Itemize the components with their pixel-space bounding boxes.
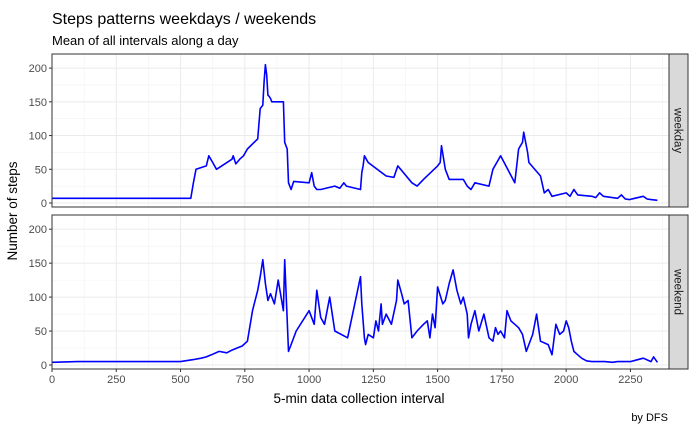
y-axis-title: Number of steps bbox=[5, 161, 20, 260]
y-tick-label: 200 bbox=[29, 63, 47, 75]
facet-strip bbox=[668, 53, 689, 208]
x-axis-title: 5-min data collection interval bbox=[273, 391, 444, 406]
x-tick-label: 1500 bbox=[425, 374, 449, 386]
y-tick-label: 50 bbox=[35, 326, 47, 338]
x-tick-label: 500 bbox=[171, 374, 189, 386]
facet-strip-label: weekend bbox=[672, 268, 684, 315]
x-tick-label: 2000 bbox=[554, 374, 578, 386]
y-tick-label: 150 bbox=[29, 258, 47, 270]
y-tick-label: 50 bbox=[35, 164, 47, 176]
panel-bottom: 0 50 100 150 200 weekend bbox=[29, 214, 689, 372]
series-line-weekend bbox=[51, 258, 659, 364]
panel-top: 0 50 100 150 200 weekday bbox=[29, 53, 689, 210]
chart-title: Steps patterns weekdays / weekends bbox=[52, 11, 316, 28]
x-tick-label: 1750 bbox=[490, 374, 514, 386]
y-tick-label: 0 bbox=[41, 198, 47, 210]
y-tick-label: 100 bbox=[29, 292, 47, 304]
x-tick-label: 2250 bbox=[618, 374, 642, 386]
x-tick-label: 0 bbox=[49, 374, 55, 386]
facet-strip-label: weekday bbox=[672, 107, 684, 154]
y-tick-label: 150 bbox=[29, 97, 47, 109]
y-tick-label: 0 bbox=[41, 360, 47, 372]
x-tick-label: 1250 bbox=[361, 374, 385, 386]
chart-subtitle: Mean of all intervals along a day bbox=[52, 33, 239, 48]
x-tick-label: 750 bbox=[236, 374, 254, 386]
x-tick-label: 250 bbox=[107, 374, 125, 386]
facet-strip bbox=[668, 214, 689, 370]
x-tick-label: 1000 bbox=[297, 374, 321, 386]
series-line-weekday bbox=[52, 63, 658, 202]
y-tick-label: 200 bbox=[29, 224, 47, 236]
y-tick-label: 100 bbox=[29, 131, 47, 143]
chart-caption: by DFS bbox=[631, 412, 668, 424]
